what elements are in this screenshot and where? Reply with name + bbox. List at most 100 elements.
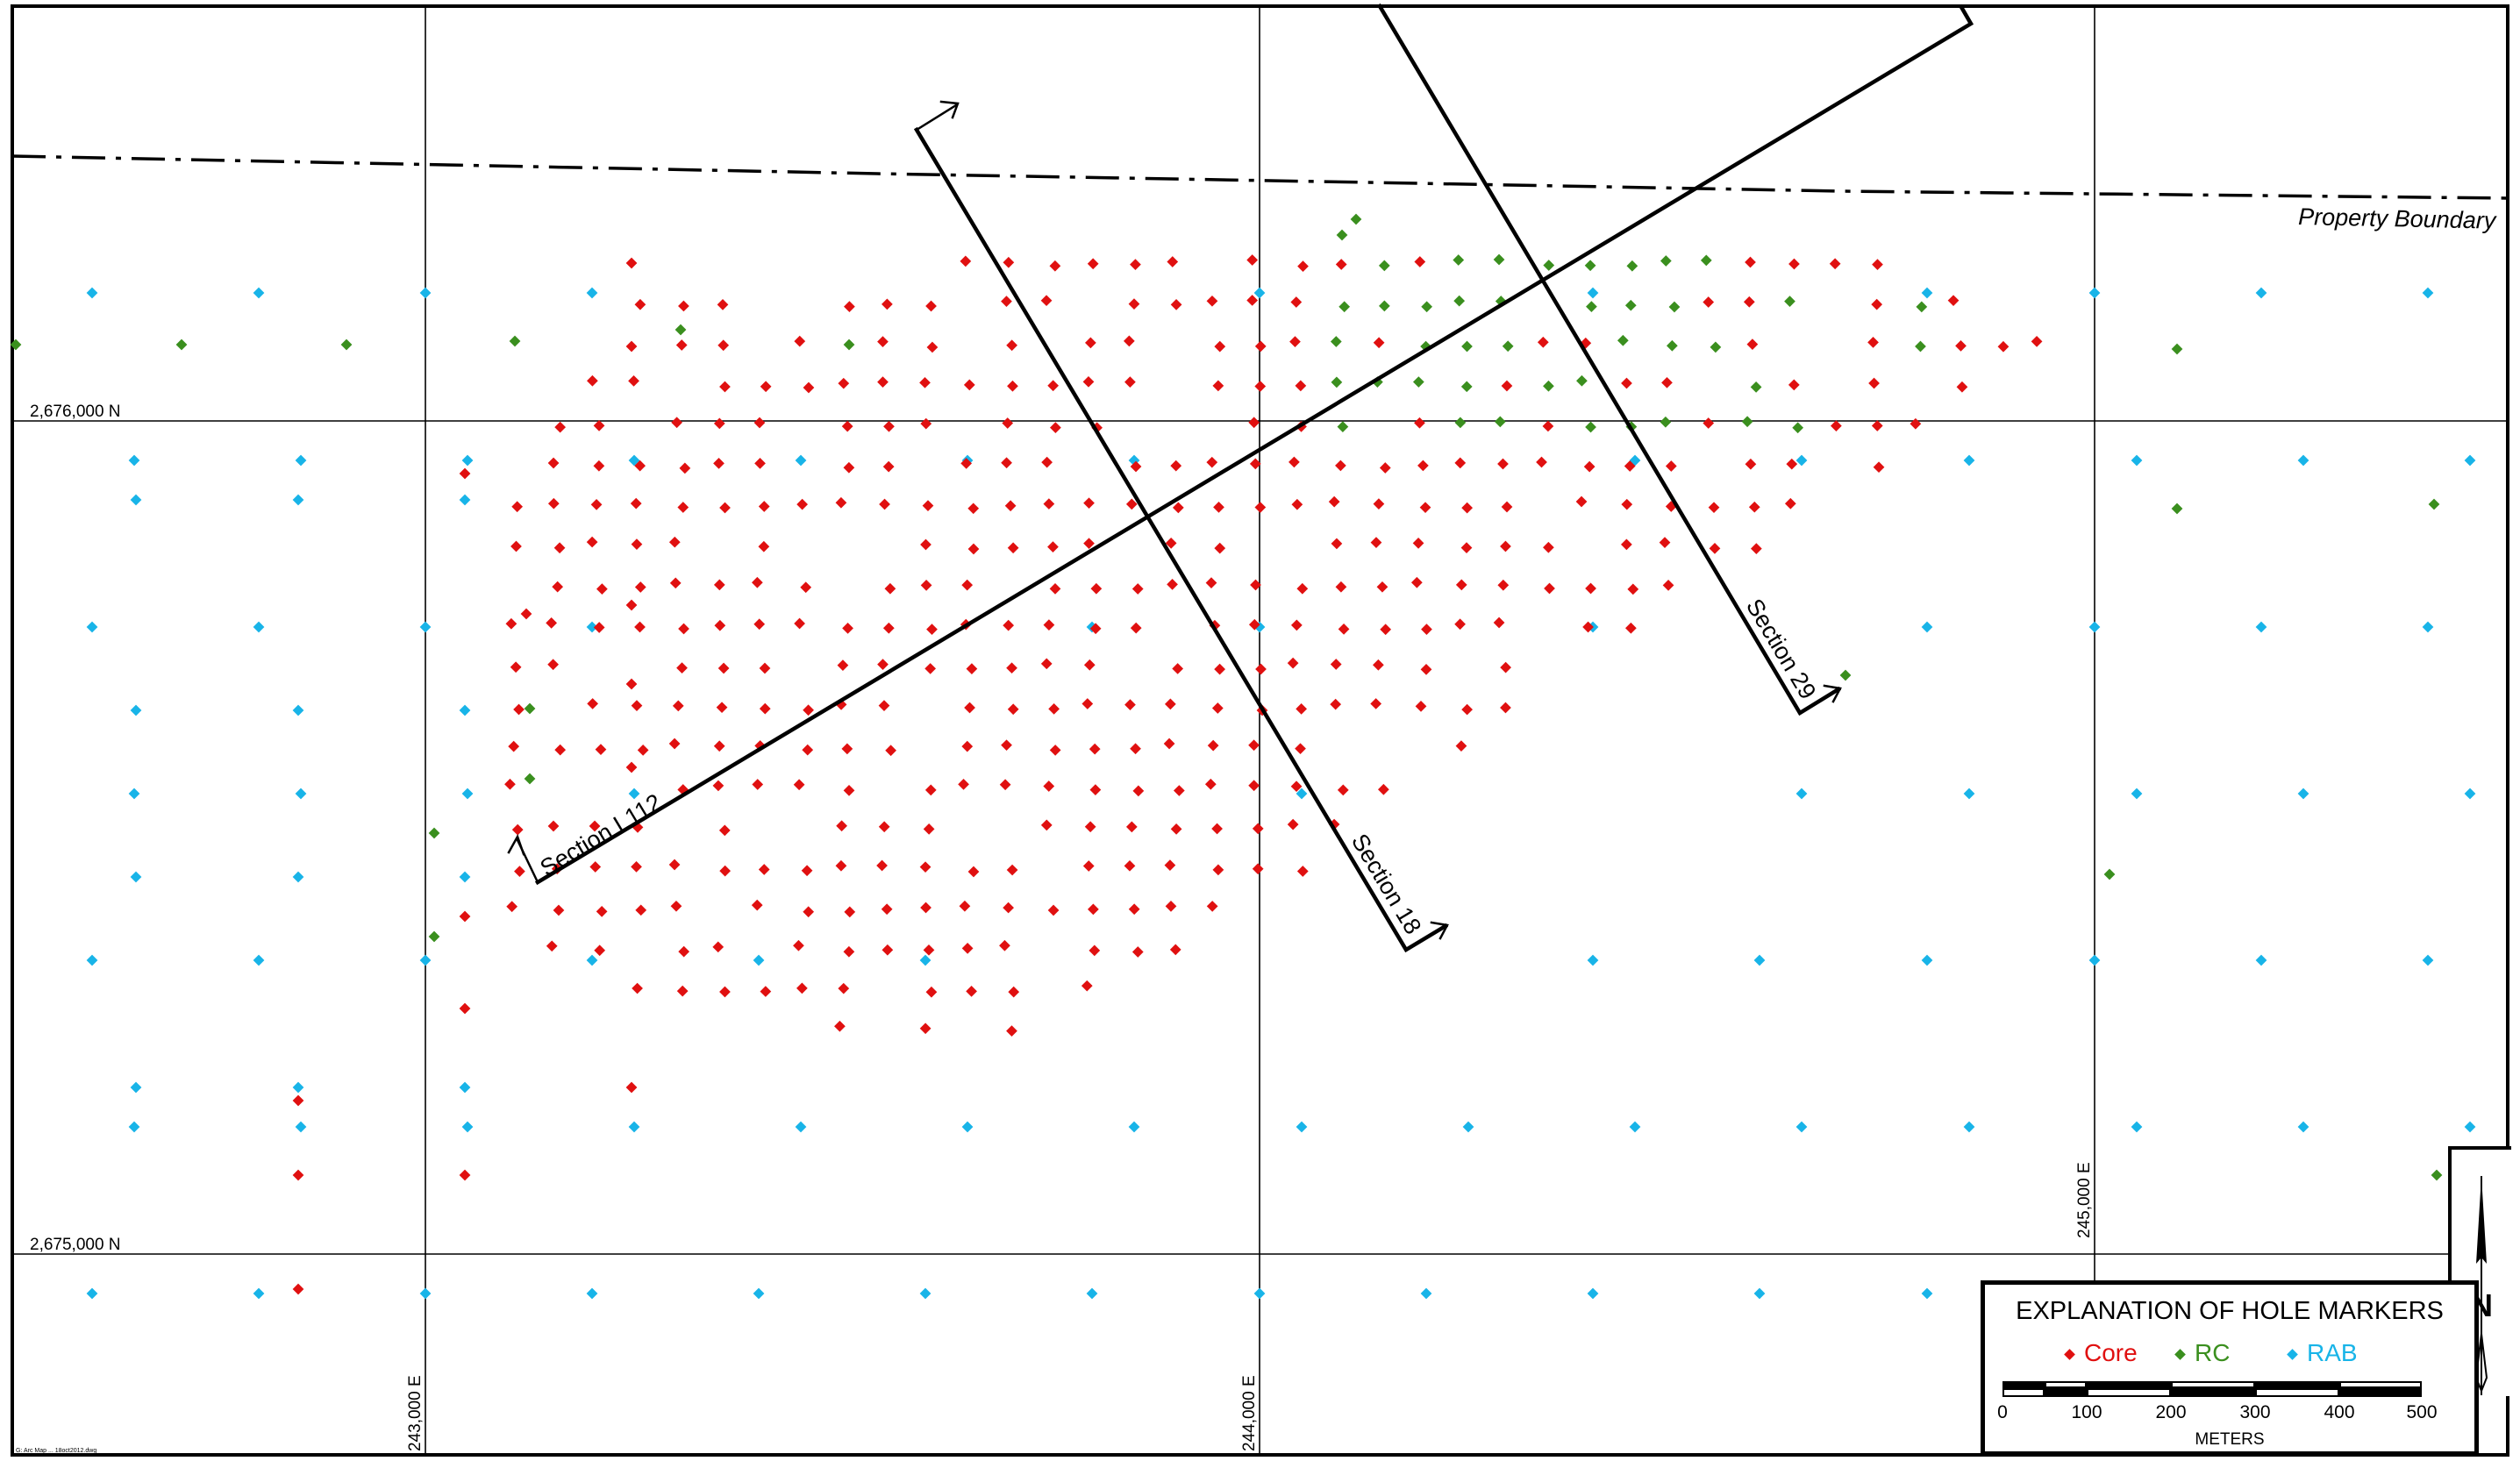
rc-hole-marker [1421,301,1432,312]
core-hole-marker [1874,461,1885,473]
core-hole-marker [1336,259,1347,270]
core-hole-marker [964,379,975,390]
rc-hole-marker [2172,344,2183,355]
core-hole-marker [1454,618,1466,630]
core-hole-marker [753,618,765,630]
rab-hole-marker [296,455,307,467]
rab-marker-icon [2287,1349,2298,1360]
rc-hole-marker [675,324,687,336]
rab-hole-marker [1254,1288,1266,1300]
rc-hole-marker [1331,377,1343,388]
core-hole-marker [961,741,973,752]
core-hole-marker [1170,460,1181,472]
rab-hole-marker [2256,955,2267,966]
core-hole-marker [293,1170,304,1181]
core-hole-marker [1296,703,1307,715]
easting-label-243000: 243,000 E [406,1375,425,1451]
rab-hole-marker [253,288,265,299]
core-hole-marker [1500,662,1511,673]
core-hole-marker [760,986,771,997]
core-hole-marker [589,861,601,873]
core-hole-marker [1048,905,1060,916]
rab-hole-marker [1588,955,1599,966]
core-hole-marker [1500,702,1511,714]
core-hole-marker [924,944,935,956]
core-hole-marker [714,740,725,752]
rc-hole-marker [1585,260,1596,271]
rab-hole-marker [1254,288,1266,299]
core-hole-marker [752,900,763,911]
core-hole-marker [1248,417,1260,428]
rc-hole-marker [1455,417,1467,429]
core-hole-marker [1246,254,1258,266]
core-hole-marker [842,623,853,634]
section-l112-arrow [509,837,524,854]
rc-hole-marker [525,703,536,715]
core-hole-marker [1414,417,1425,429]
core-hole-marker [677,986,689,997]
core-hole-marker [1214,664,1225,675]
core-hole-marker [546,617,557,629]
core-hole-marker [760,663,771,674]
section-18-label: Section 18 [1346,830,1426,939]
rab-hole-marker [2256,622,2267,633]
core-hole-marker [1170,944,1181,955]
core-hole-marker [967,663,978,674]
rab-hole-marker [2089,622,2101,633]
rab-hole-marker [2298,1122,2309,1133]
core-hole-marker [628,375,639,387]
legend-item-rc: RC [2176,1339,2230,1367]
core-hole-marker [794,779,805,790]
core-hole-marker [1131,623,1142,634]
core-hole-marker [1132,946,1144,958]
core-hole-marker [920,902,932,914]
core-hole-marker [1171,299,1182,310]
core-hole-marker [1370,698,1381,709]
core-hole-marker [1948,295,1960,306]
rc-hole-marker [2431,1170,2443,1181]
core-hole-marker [1872,420,1883,431]
core-hole-marker [594,420,605,431]
core-hole-marker [962,943,974,954]
rab-hole-marker [87,622,98,633]
core-hole-marker [1296,583,1308,595]
rab-hole-marker [2089,955,2101,966]
core-hole-marker [803,382,815,394]
rc-hole-marker [176,339,188,351]
core-hole-marker [1129,903,1140,915]
rab-hole-marker [129,455,140,467]
core-hole-marker [1205,779,1217,790]
core-hole-marker [1172,663,1183,674]
northing-label-2675000: 2,675,000 N [30,1236,121,1254]
rab-hole-marker [293,495,304,506]
core-hole-marker [1536,457,1547,468]
core-hole-marker [794,336,805,347]
core-hole-marker [841,744,853,755]
core-hole-marker [882,944,893,956]
rab-hole-marker [753,955,765,966]
core-hole-marker [1998,341,2010,353]
core-hole-marker [879,700,890,711]
core-hole-marker [719,381,731,393]
core-hole-marker [1456,579,1467,590]
core-hole-marker [1411,577,1423,588]
core-hole-marker [1331,659,1342,670]
core-hole-marker [1288,819,1299,830]
core-hole-marker [1373,659,1384,671]
core-hole-marker [510,661,522,673]
rc-hole-marker [1916,302,1927,313]
core-hole-marker [1253,823,1264,834]
core-hole-marker [1788,259,1800,270]
rab-hole-marker [87,288,98,299]
rab-hole-marker [460,1082,471,1094]
core-hole-marker [754,458,766,469]
core-hole-marker [713,780,725,792]
core-hole-marker [1165,699,1176,710]
rab-hole-marker [2423,955,2434,966]
core-hole-marker [632,700,643,711]
core-hole-marker [669,537,681,548]
core-hole-marker [1289,336,1301,347]
core-hole-marker [1206,457,1217,468]
core-hole-marker [883,421,895,432]
